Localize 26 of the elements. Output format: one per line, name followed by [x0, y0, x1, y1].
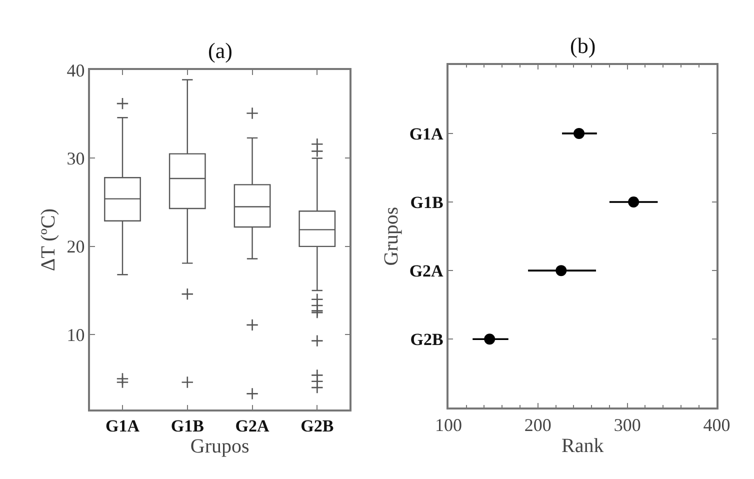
- y-tick-label: 30: [66, 148, 85, 169]
- x-tick-label: 300: [614, 415, 641, 436]
- point: [484, 334, 496, 345]
- x-tick-label: G1A: [106, 416, 140, 436]
- x-tick-label: 100: [434, 415, 462, 436]
- x-tick-label: G2A: [235, 416, 270, 436]
- point: [574, 128, 585, 139]
- y-tick-label: 20: [66, 236, 85, 257]
- point: [556, 265, 567, 276]
- y-tick-label: G1A: [409, 124, 444, 144]
- y-tick-label: 10: [66, 324, 85, 345]
- y-tick-label: 40: [66, 60, 85, 80]
- point: [628, 196, 640, 208]
- chart-title: (a): [208, 38, 232, 63]
- x-tick-label: G2B: [300, 416, 334, 436]
- y-axis-title: ΔT (ºC): [38, 208, 60, 272]
- x-axis-title: Grupos: [190, 436, 250, 458]
- y-tick-label: G2B: [410, 330, 444, 350]
- x-tick-label: 400: [703, 415, 730, 436]
- y-tick-label: G1B: [410, 192, 444, 212]
- chart-title: (b): [570, 33, 596, 58]
- x-axis-title: Rank: [561, 435, 604, 458]
- y-axis-title: Grupos: [380, 206, 402, 266]
- x-tick-label: G1B: [170, 416, 204, 436]
- x-tick-label: 200: [524, 415, 552, 436]
- y-tick-label: G2A: [409, 262, 444, 281]
